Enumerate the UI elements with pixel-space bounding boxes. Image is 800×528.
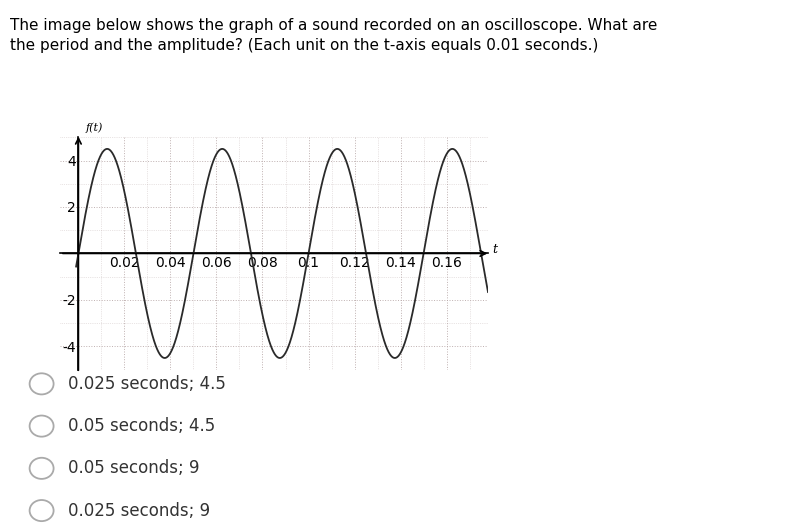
Text: 0.05 seconds; 9: 0.05 seconds; 9: [68, 459, 199, 477]
Text: 0.025 seconds; 4.5: 0.025 seconds; 4.5: [68, 375, 226, 393]
Text: 0.05 seconds; 4.5: 0.05 seconds; 4.5: [68, 417, 215, 435]
Text: f(t): f(t): [86, 122, 102, 133]
Text: t: t: [493, 243, 498, 256]
Text: 0.025 seconds; 9: 0.025 seconds; 9: [68, 502, 210, 520]
Text: The image below shows the graph of a sound recorded on an oscilloscope. What are: The image below shows the graph of a sou…: [10, 18, 658, 53]
